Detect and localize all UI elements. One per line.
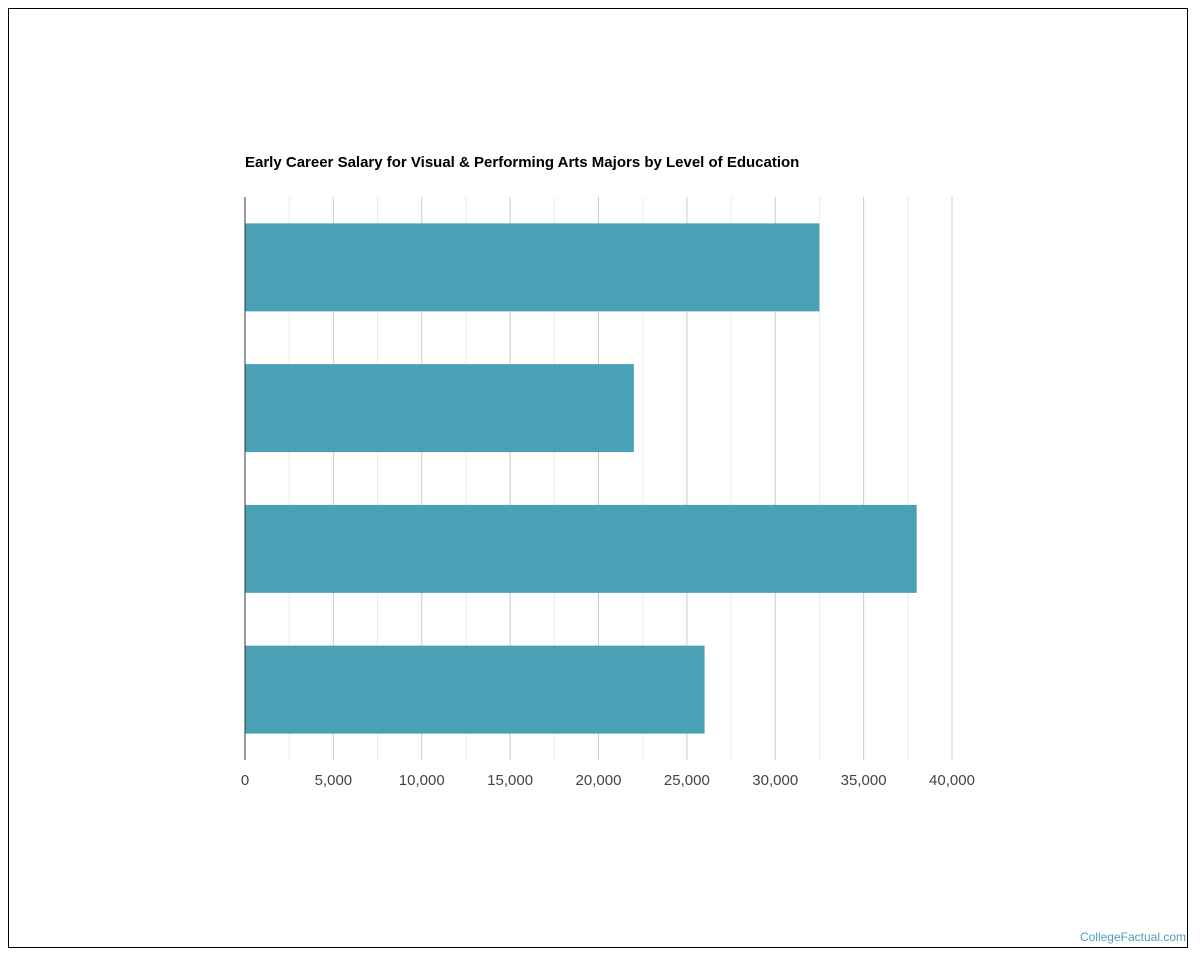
x-tick-label: 30,000 [752,772,798,789]
x-tick-label: 15,000 [487,772,533,789]
x-tick-label: 10,000 [399,772,445,789]
x-tick-label: 0 [241,772,249,789]
x-tick-label: 5,000 [315,772,353,789]
bar [245,364,634,453]
credit-link[interactable]: CollegeFactual.com [1079,930,1186,944]
x-tick-label: 35,000 [841,772,887,789]
chart-title: Early Career Salary for Visual & Perform… [245,154,800,171]
bar [245,504,917,593]
bar [245,223,820,312]
x-tick-label: 25,000 [664,772,710,789]
bar [245,645,705,734]
x-tick-label: 20,000 [576,772,622,789]
x-tick-label: 40,000 [929,772,975,789]
